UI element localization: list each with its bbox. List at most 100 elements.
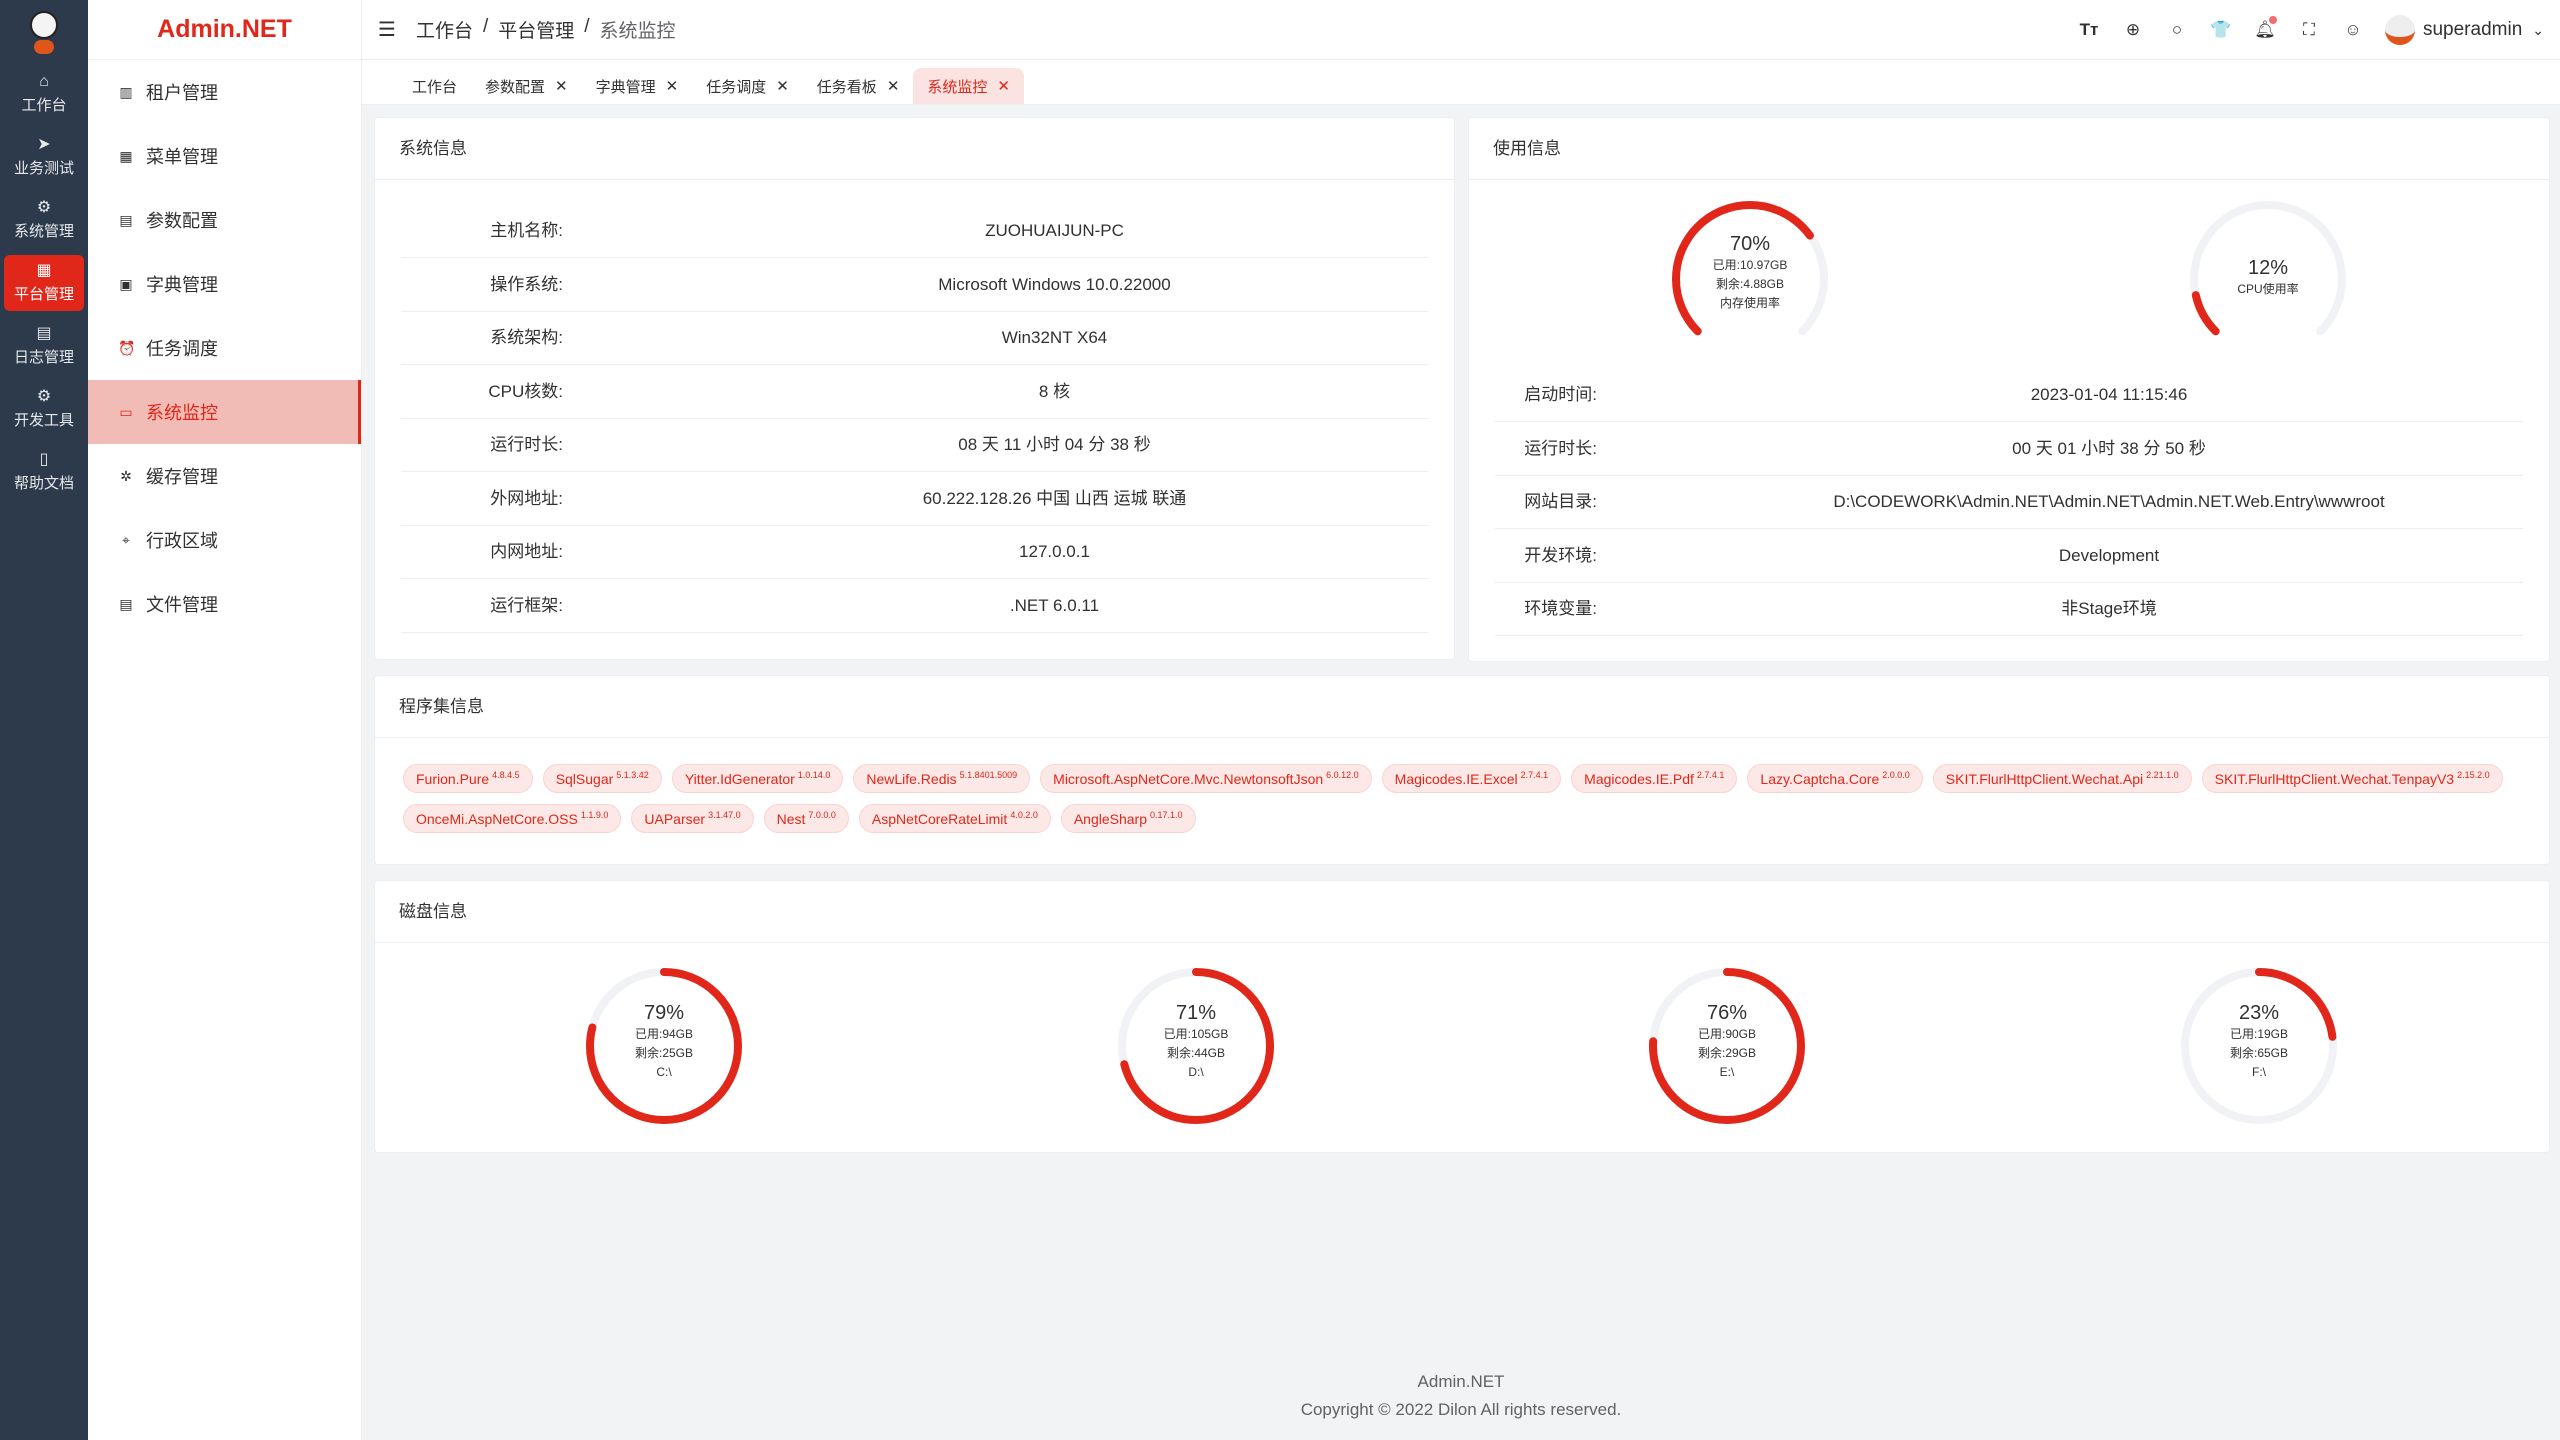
sidebar-item[interactable]: ▤ 文件管理	[88, 572, 361, 636]
sidebar-item-label: 任务调度	[146, 339, 218, 359]
font-size-icon[interactable]: Tт	[2079, 20, 2099, 39]
info-value: 2023-01-04 11:15:46	[2030, 385, 2188, 404]
assembly-version: 2.15.2.0	[2457, 769, 2490, 780]
info-row: 开发环境: Development	[1495, 529, 2523, 583]
tab[interactable]: 任务调度 ✕	[692, 68, 803, 104]
info-row: 环境变量: 非Stage环境	[1495, 582, 2523, 636]
info-row: 操作系统: Microsoft Windows 10.0.22000	[401, 258, 1428, 312]
gauge-fill	[586, 968, 742, 1124]
tab-label: 系统监控	[927, 78, 988, 96]
logo-mascot-icon	[24, 8, 64, 58]
tab[interactable]: 系统监控 ✕	[913, 68, 1024, 104]
sidebar-item[interactable]: ⏰ 任务调度	[88, 316, 361, 380]
gauge-fill	[1672, 201, 1828, 357]
bell-icon[interactable]: 🔔︎	[2243, 16, 2287, 40]
disk-name: C:\	[656, 1065, 672, 1079]
info-value: 127.0.0.1	[1019, 542, 1090, 561]
rail-item[interactable]: ⌂ 工作台	[4, 66, 84, 122]
close-icon[interactable]: ✕	[665, 78, 679, 95]
sidebar-item[interactable]: ▣ 字典管理	[88, 252, 361, 316]
rail-item[interactable]: ▯ 帮助文档	[4, 444, 84, 500]
rail-item[interactable]: ⚙ 系统管理	[4, 192, 84, 248]
sidebar-item-label: 菜单管理	[146, 147, 218, 167]
tab-label: 任务看板	[816, 78, 877, 96]
card-title: 磁盘信息	[375, 881, 2549, 943]
close-icon[interactable]: ✕	[776, 78, 789, 95]
rail-item-label: 工作台	[21, 96, 67, 114]
info-row: 内网地址: 127.0.0.1	[401, 525, 1428, 579]
sidebar-item[interactable]: ⌖ 行政区域	[88, 508, 361, 572]
tab[interactable]: 参数配置 ✕	[471, 68, 582, 104]
sidebar-item-label: 行政区域	[146, 531, 218, 551]
fullscreen-icon[interactable]: ⛶	[2303, 20, 2315, 39]
disk-gauge: 71% 已用:105GB 剩余:44GB D:\	[1111, 961, 1281, 1131]
memory-gauge: 70% 已用:10.97GB 剩余:4.88GB 内存使用率	[1665, 194, 1835, 364]
sidebar-item[interactable]: ▦ 菜单管理	[88, 124, 361, 188]
assembly-badge: AspNetCoreRateLimit 4.0.2.0	[858, 804, 1051, 833]
info-value: 08 天 11 小时 04 分 38 秒	[958, 435, 1151, 454]
assembly-name: SKIT.FlurlHttpClient.Wechat.TenpayV3	[2214, 770, 2455, 787]
assembly-badge: SKIT.FlurlHttpClient.Wechat.TenpayV3 2.15…	[2201, 764, 2503, 793]
sidebar-item[interactable]: ▭ 系统监控	[88, 380, 361, 444]
disk-percent: 71%	[1175, 1002, 1217, 1024]
tab-label: 工作台	[412, 78, 458, 96]
rail-item[interactable]: ➤ 业务测试	[4, 129, 84, 185]
info-value: 60.222.128.26 中国 山西 运城 联通	[922, 488, 1187, 508]
menu-item-icon: ▣	[119, 275, 133, 292]
assembly-badge: OnceMi.AspNetCore.OSS 1.1.9.0	[403, 804, 622, 833]
assembly-name: Yitter.IdGenerator	[684, 770, 795, 787]
assembly-badge: Yitter.IdGenerator 1.0.14.0	[671, 764, 844, 793]
theme-icon[interactable]: 👕	[2210, 20, 2232, 39]
assembly-name: AspNetCoreRateLimit	[871, 810, 1008, 827]
close-icon[interactable]: ✕	[555, 78, 568, 95]
assembly-name: Magicodes.IE.Excel	[1394, 770, 1518, 787]
tab-bar: 工作台 参数配置 ✕ 字典管理 ✕ 任务调度 ✕ 任务看板 ✕ 系统监控 ✕	[362, 60, 2560, 105]
username[interactable]: superadmin	[2422, 19, 2523, 40]
breadcrumb-item[interactable]: 工作台	[415, 21, 473, 42]
breadcrumb-sep: /	[584, 16, 590, 37]
language-icon[interactable]: ⊕	[2125, 20, 2141, 39]
chevron-down-icon[interactable]: ⌄	[2532, 21, 2544, 38]
tab[interactable]: 任务看板 ✕	[803, 68, 914, 104]
sidebar-item[interactable]: ▥ 租户管理	[88, 60, 361, 124]
assembly-badge: UAParser 3.1.47.0	[631, 804, 754, 833]
memory-percent: 70%	[1729, 233, 1771, 255]
sidebar-item-label: 文件管理	[146, 595, 218, 615]
assembly-version: 5.1.8401.5009	[959, 769, 1018, 780]
menu-toggle-icon[interactable]: ☰	[378, 19, 396, 41]
info-value: 非Stage环境	[2061, 599, 2157, 618]
brand-logo[interactable]: Admin.NET	[88, 0, 361, 60]
info-value: Development	[2058, 545, 2160, 565]
assembly-version: 2.7.4.1	[1520, 769, 1549, 780]
assembly-name: AngleSharp	[1073, 810, 1148, 827]
assembly-version: 1.0.14.0	[797, 769, 831, 780]
user-icon[interactable]: ☺	[2344, 20, 2362, 39]
info-row: 运行框架: .NET 6.0.11	[401, 579, 1428, 633]
sidebar-item[interactable]: ▤ 参数配置	[88, 188, 361, 252]
assembly-badge: Microsoft.AspNetCore.Mvc.NewtonsoftJson 6…	[1040, 764, 1372, 793]
assembly-version: 5.1.3.42	[616, 769, 649, 780]
close-icon[interactable]: ✕	[997, 78, 1010, 95]
info-row: 运行时长: 00 天 01 小时 38 分 50 秒	[1495, 422, 2523, 476]
avatar[interactable]	[2384, 15, 2415, 45]
sidebar-item-label: 租户管理	[146, 83, 218, 103]
rail-item[interactable]: ▤ 日志管理	[4, 318, 84, 374]
rail-item[interactable]: ⚙ 开发工具	[4, 381, 84, 437]
search-icon[interactable]: ○	[2171, 20, 2183, 39]
info-label: 网站目录:	[1524, 492, 1597, 511]
tab[interactable]: 工作台	[398, 68, 471, 104]
disk-percent: 76%	[1706, 1002, 1748, 1024]
gear-icon: ⚙	[36, 198, 52, 216]
gauge-fill	[2181, 968, 2337, 1124]
icon-rail: ⌂ 工作台 ➤ 业务测试 ⚙ 系统管理 ▦ 平台管理 ▤ 日志管理 ⚙ 开发工具 ▯ 帮助文档	[0, 0, 88, 1440]
rail-item[interactable]: ▦ 平台管理	[4, 255, 84, 311]
assembly-badge: SKIT.FlurlHttpClient.Wechat.Api 2.21.1.0	[1932, 764, 2192, 793]
breadcrumb-item[interactable]: 平台管理	[498, 21, 575, 42]
menu-item-icon: ⌖	[122, 531, 130, 548]
close-icon[interactable]: ✕	[886, 78, 900, 95]
disk-used: 已用:90GB	[1697, 1027, 1757, 1041]
tab[interactable]: 字典管理 ✕	[582, 68, 693, 104]
sidebar-item[interactable]: ✲ 缓存管理	[88, 444, 361, 508]
info-label: 内网地址:	[490, 542, 563, 561]
card-title: 程序集信息	[375, 676, 2549, 738]
